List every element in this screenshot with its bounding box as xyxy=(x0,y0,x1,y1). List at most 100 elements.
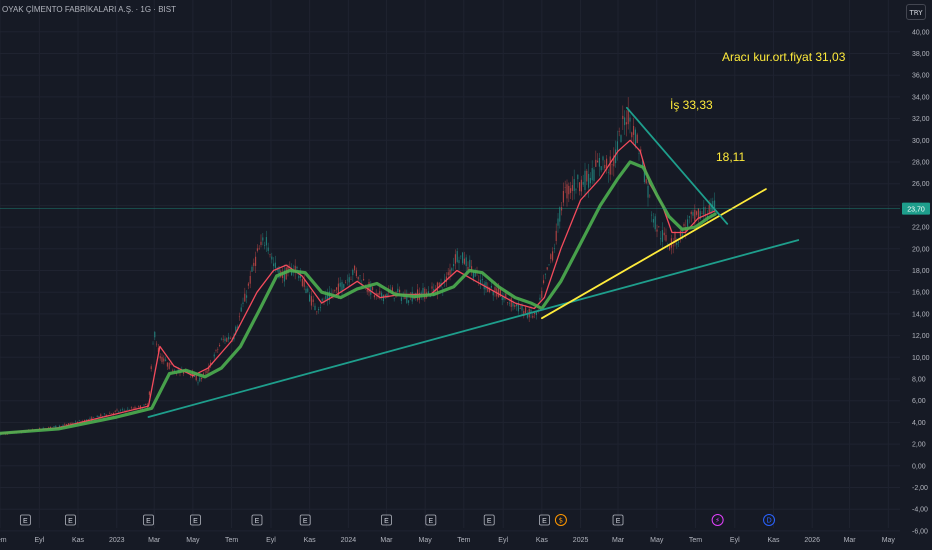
candle-body xyxy=(694,209,696,222)
candle-body xyxy=(474,271,476,277)
annotation-is-price: İş 33,33 xyxy=(670,98,713,112)
candle-body xyxy=(210,362,212,366)
candle-body xyxy=(237,326,239,328)
candle-body xyxy=(570,188,572,193)
candle-body xyxy=(600,166,602,171)
candle-body xyxy=(303,280,305,287)
candle-body xyxy=(377,293,379,297)
candle-body xyxy=(629,117,631,122)
candle-body xyxy=(348,277,350,283)
earnings-icon xyxy=(539,514,550,526)
candle-body xyxy=(114,410,116,412)
x-axis[interactable]: Tem Eyl Kas 2023 Mar May Tem Eyl Kas 2024 Mar May Te… xyxy=(0,537,895,544)
candle-body xyxy=(499,289,501,297)
candle-body xyxy=(550,254,552,260)
candle-body xyxy=(586,170,588,182)
candle-body xyxy=(386,293,388,298)
current-price-label: 23,70 xyxy=(907,207,925,214)
candle-body xyxy=(633,125,635,135)
candle-body xyxy=(103,413,105,415)
candle-body xyxy=(613,155,615,167)
candle-body xyxy=(89,417,91,419)
candle-body xyxy=(145,403,147,405)
candle-body xyxy=(674,232,676,243)
candle-body xyxy=(588,173,590,188)
candle-body xyxy=(562,190,564,203)
y-tick-label: 40,00 xyxy=(912,29,930,36)
candle-body xyxy=(168,362,170,369)
candle-body xyxy=(318,308,320,311)
candle-body xyxy=(240,307,242,312)
candle-body xyxy=(472,271,474,279)
candle-body xyxy=(429,296,431,297)
candle-body xyxy=(510,298,512,307)
x-tick-label: May xyxy=(186,537,200,544)
candle-body xyxy=(462,252,464,264)
y-axis[interactable]: -6,00 -4,00 -2,00 0,00 2,00 4,00 6,00 8,00 10,00… xyxy=(912,29,930,535)
candle-body xyxy=(480,279,482,285)
earnings-icon-label: E xyxy=(384,518,389,525)
candle-body xyxy=(359,275,361,276)
earnings-icon-label: E xyxy=(616,518,621,525)
candle-body xyxy=(552,251,554,261)
candle-body xyxy=(256,248,258,251)
candle-body xyxy=(512,302,514,307)
candle-body xyxy=(669,246,671,250)
candle-body xyxy=(156,343,158,345)
candle-body xyxy=(660,238,662,240)
candle-body xyxy=(701,213,703,215)
candle-body xyxy=(449,269,451,276)
candle-body xyxy=(665,235,667,241)
x-tick-label: Eyl xyxy=(266,537,276,544)
y-tick-label: -6,00 xyxy=(912,528,928,535)
candle-body xyxy=(224,338,226,342)
y-tick-label: 22,00 xyxy=(912,225,930,232)
y-tick-label: 8,00 xyxy=(912,377,926,384)
x-tick-label: 2024 xyxy=(341,537,357,544)
currency-button[interactable]: TRY xyxy=(906,4,926,20)
candle-body xyxy=(582,181,584,185)
candle-body xyxy=(543,280,545,284)
candle-body xyxy=(53,426,55,428)
candle-body xyxy=(487,286,489,292)
candle-body xyxy=(566,184,568,199)
candle-body xyxy=(699,211,701,220)
y-tick-label: 6,00 xyxy=(912,398,926,405)
x-tick-label: 2023 xyxy=(109,537,125,544)
earnings-icon xyxy=(483,514,495,526)
candle-body xyxy=(467,267,469,271)
candle-body xyxy=(697,208,699,219)
candle-body xyxy=(201,378,203,379)
candle-body xyxy=(206,370,208,374)
candle-body xyxy=(494,287,496,291)
y-tick-label: 20,00 xyxy=(912,246,930,253)
event-markers: E E E E E E E E E E $ E ⚡ D xyxy=(19,514,776,526)
candle-body xyxy=(294,265,296,273)
candle-body xyxy=(478,279,480,281)
candle-body xyxy=(564,187,566,189)
candle-body xyxy=(278,266,280,278)
candle-body xyxy=(121,409,123,410)
candle-body xyxy=(71,422,73,425)
earnings-icon xyxy=(143,514,154,526)
candle-body xyxy=(161,356,163,363)
candle-body xyxy=(372,287,374,291)
candle-body xyxy=(678,241,680,243)
dividend-upcoming-icon-label: D xyxy=(766,517,771,525)
x-tick-label: Eyl xyxy=(34,537,44,544)
x-tick-label: May xyxy=(419,537,433,544)
candle-body xyxy=(492,291,494,296)
candle-body xyxy=(636,134,638,143)
candle-body xyxy=(247,283,249,286)
candle-body xyxy=(597,160,599,163)
candle-body xyxy=(696,211,698,215)
candle-body xyxy=(620,135,622,143)
candle-body xyxy=(271,256,273,260)
candle-body xyxy=(384,294,386,297)
candle-body xyxy=(557,218,559,226)
candle-body xyxy=(42,427,44,429)
candle-body xyxy=(166,362,168,367)
candle-body xyxy=(692,212,694,216)
candle-body xyxy=(451,268,453,271)
